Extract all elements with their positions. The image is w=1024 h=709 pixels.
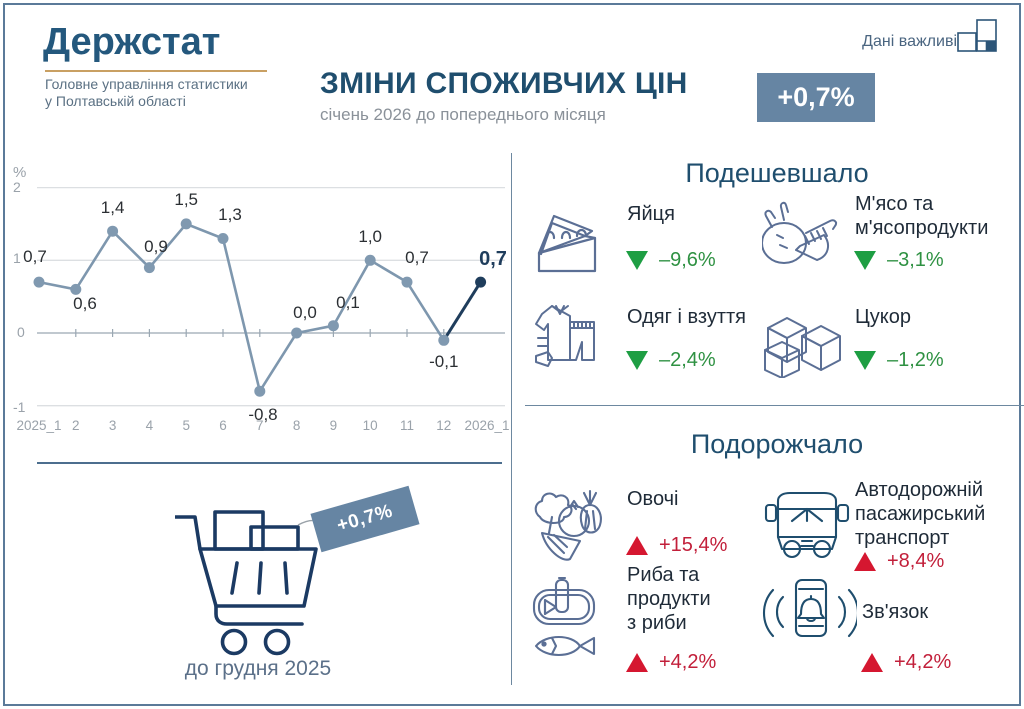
svg-text:1,3: 1,3 <box>218 205 242 224</box>
svg-text:0,7: 0,7 <box>23 247 47 266</box>
svg-text:11: 11 <box>400 418 414 433</box>
svg-text:-0,8: -0,8 <box>248 405 277 424</box>
svg-text:0,7: 0,7 <box>479 248 507 270</box>
svg-text:12: 12 <box>436 418 451 433</box>
svg-text:5: 5 <box>182 418 190 433</box>
svg-text:10: 10 <box>363 418 378 433</box>
svg-text:2025_1: 2025_1 <box>16 418 61 433</box>
svg-text:-1: -1 <box>13 399 26 415</box>
svg-text:1: 1 <box>13 250 21 266</box>
svg-text:1,4: 1,4 <box>101 198 125 217</box>
svg-text:6: 6 <box>219 418 227 433</box>
svg-text:2: 2 <box>72 418 80 433</box>
svg-text:2026_1: 2026_1 <box>464 418 509 433</box>
svg-text:0,0: 0,0 <box>293 303 317 322</box>
svg-text:2: 2 <box>13 179 21 195</box>
svg-text:0,7: 0,7 <box>405 248 429 267</box>
svg-text:4: 4 <box>146 418 154 433</box>
svg-text:3: 3 <box>109 418 117 433</box>
svg-text:1,5: 1,5 <box>174 190 198 209</box>
svg-text:0,9: 0,9 <box>144 237 168 256</box>
svg-text:0,1: 0,1 <box>336 293 360 312</box>
svg-text:0: 0 <box>17 324 25 340</box>
svg-text:-0,1: -0,1 <box>429 352 458 371</box>
svg-text:1,0: 1,0 <box>358 227 382 246</box>
svg-text:0,6: 0,6 <box>73 294 97 313</box>
svg-text:9: 9 <box>330 418 338 433</box>
svg-text:8: 8 <box>293 418 301 433</box>
